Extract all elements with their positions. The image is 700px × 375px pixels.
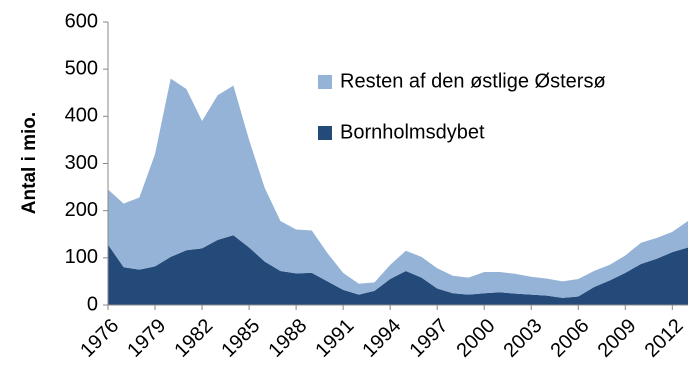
x-tick-label: 1979 xyxy=(123,315,170,362)
x-tick-label: 1985 xyxy=(217,315,264,362)
y-axis-label: Antal i mio. xyxy=(19,112,40,214)
y-tick-label: 300 xyxy=(65,152,98,174)
x-tick-label: 1976 xyxy=(76,315,123,362)
legend-label: Bornholmsdybet xyxy=(340,121,485,143)
x-tick-label: 2000 xyxy=(452,315,499,362)
y-tick-label: 200 xyxy=(65,199,98,221)
x-tick-label: 1994 xyxy=(358,315,405,362)
legend-label: Resten af den østlige Østersø xyxy=(340,70,606,92)
area xyxy=(108,78,688,298)
y-tick-label: 100 xyxy=(65,246,98,268)
x-tick-label: 2003 xyxy=(499,315,546,362)
legend-swatch xyxy=(318,75,332,89)
area xyxy=(108,235,688,305)
x-tick-label: 2009 xyxy=(594,315,641,362)
y-tick-label: 600 xyxy=(65,10,98,32)
legend-swatch xyxy=(318,126,332,140)
x-tick-label: 1988 xyxy=(264,315,311,362)
y-tick-label: 400 xyxy=(65,105,98,127)
x-tick-label: 1997 xyxy=(405,315,452,362)
y-tick-label: 0 xyxy=(87,293,98,315)
x-tick-label: 2006 xyxy=(547,315,594,362)
x-tick-label: 2012 xyxy=(641,315,688,362)
x-tick-label: 1991 xyxy=(311,315,358,362)
y-tick-label: 500 xyxy=(65,57,98,79)
x-tick-label: 1982 xyxy=(170,315,217,362)
